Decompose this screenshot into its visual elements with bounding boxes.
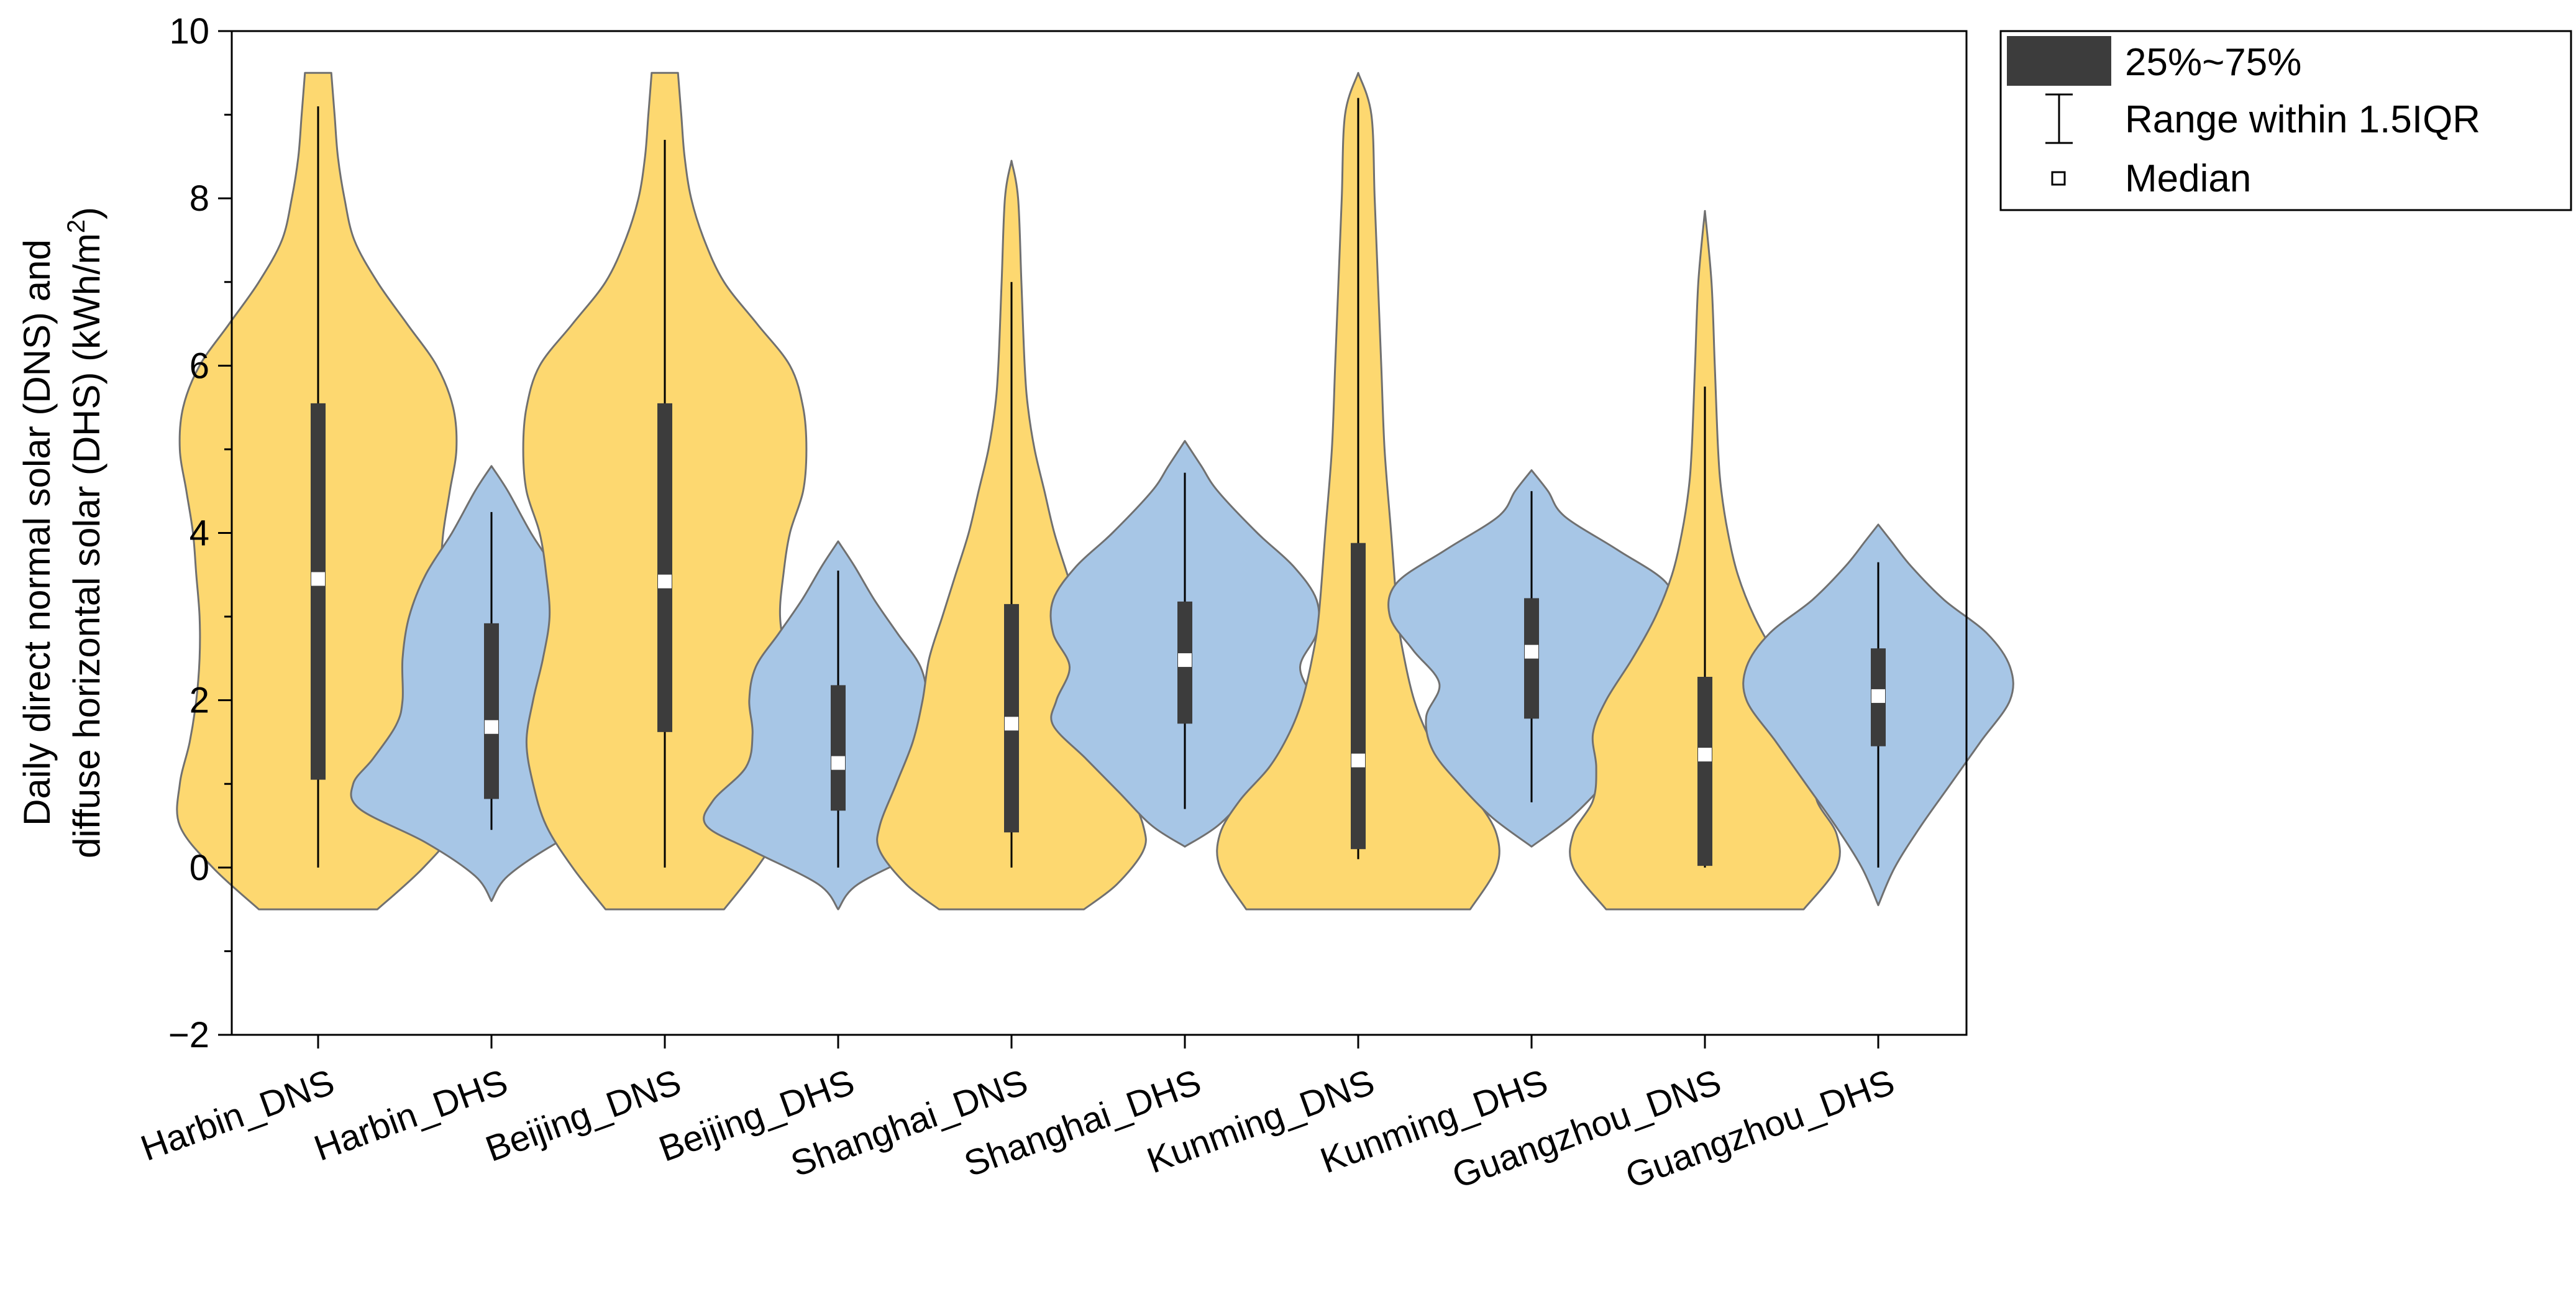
- median-Shanghai_DHS: [1178, 653, 1192, 668]
- y-tick-label-0: 0: [190, 848, 209, 888]
- legend-whisker-icon: [2045, 93, 2073, 144]
- median-Harbin_DHS: [485, 720, 498, 734]
- violin-group-Guangzhou_DHS: [1742, 523, 2014, 906]
- y-tick-label-8: 8: [190, 178, 209, 219]
- iqr-box-Harbin_DNS: [311, 403, 326, 780]
- iqr-box-Kunming_DNS: [1351, 543, 1366, 850]
- iqr-box-Beijing_DHS: [831, 685, 846, 811]
- y-axis-label-line2-main: diffuse horizontal solar (DHS) (kWh/m: [66, 233, 107, 858]
- y-tick-label-4: 4: [190, 513, 209, 554]
- y-tick-label--2: −2: [168, 1015, 209, 1055]
- legend-median-label: Median: [2125, 157, 2251, 200]
- y-axis-label-superscript: 2: [63, 219, 90, 233]
- iqr-box-Beijing_DNS: [657, 403, 672, 732]
- median-Kunming_DNS: [1351, 753, 1365, 768]
- median-Guangzhou_DHS: [1871, 689, 1885, 703]
- violin-group-Shanghai_DHS: [1049, 440, 1320, 848]
- median-Shanghai_DNS: [1005, 717, 1018, 731]
- y-axis-label-line2: diffuse horizontal solar (DHS) (kWh/m2): [63, 207, 107, 858]
- y-tick-label-6: 6: [190, 346, 209, 386]
- y-axis-label-line1: Daily direct normal solar (DNS) and: [16, 239, 58, 826]
- y-tick-label-10: 10: [169, 11, 209, 52]
- legend-median-icon: [2051, 171, 2066, 186]
- iqr-box-Harbin_DHS: [484, 623, 499, 799]
- violins-layer: [176, 71, 2014, 911]
- median-Guangzhou_DNS: [1698, 748, 1712, 762]
- legend: 25%~75% Range within 1.5IQR Median: [1999, 30, 2572, 211]
- legend-iqr-swatch: [2007, 36, 2111, 86]
- median-Beijing_DHS: [831, 756, 845, 770]
- y-axis: −2 0 2 4 6 8 10: [168, 11, 232, 1055]
- median-Beijing_DNS: [658, 574, 672, 589]
- median-Kunming_DHS: [1525, 645, 1538, 659]
- legend-iqr-label: 25%~75%: [2125, 41, 2301, 84]
- median-Harbin_DNS: [311, 572, 325, 586]
- y-axis-label-suffix: ): [66, 207, 107, 219]
- y-tick-label-2: 2: [190, 681, 209, 721]
- iqr-box-Guangzhou_DNS: [1697, 676, 1712, 866]
- violin-group-Beijing_DNS: [522, 71, 808, 911]
- legend-whisker-label: Range within 1.5IQR: [2125, 98, 2480, 141]
- violin-group-Kunming_DNS: [1216, 71, 1500, 911]
